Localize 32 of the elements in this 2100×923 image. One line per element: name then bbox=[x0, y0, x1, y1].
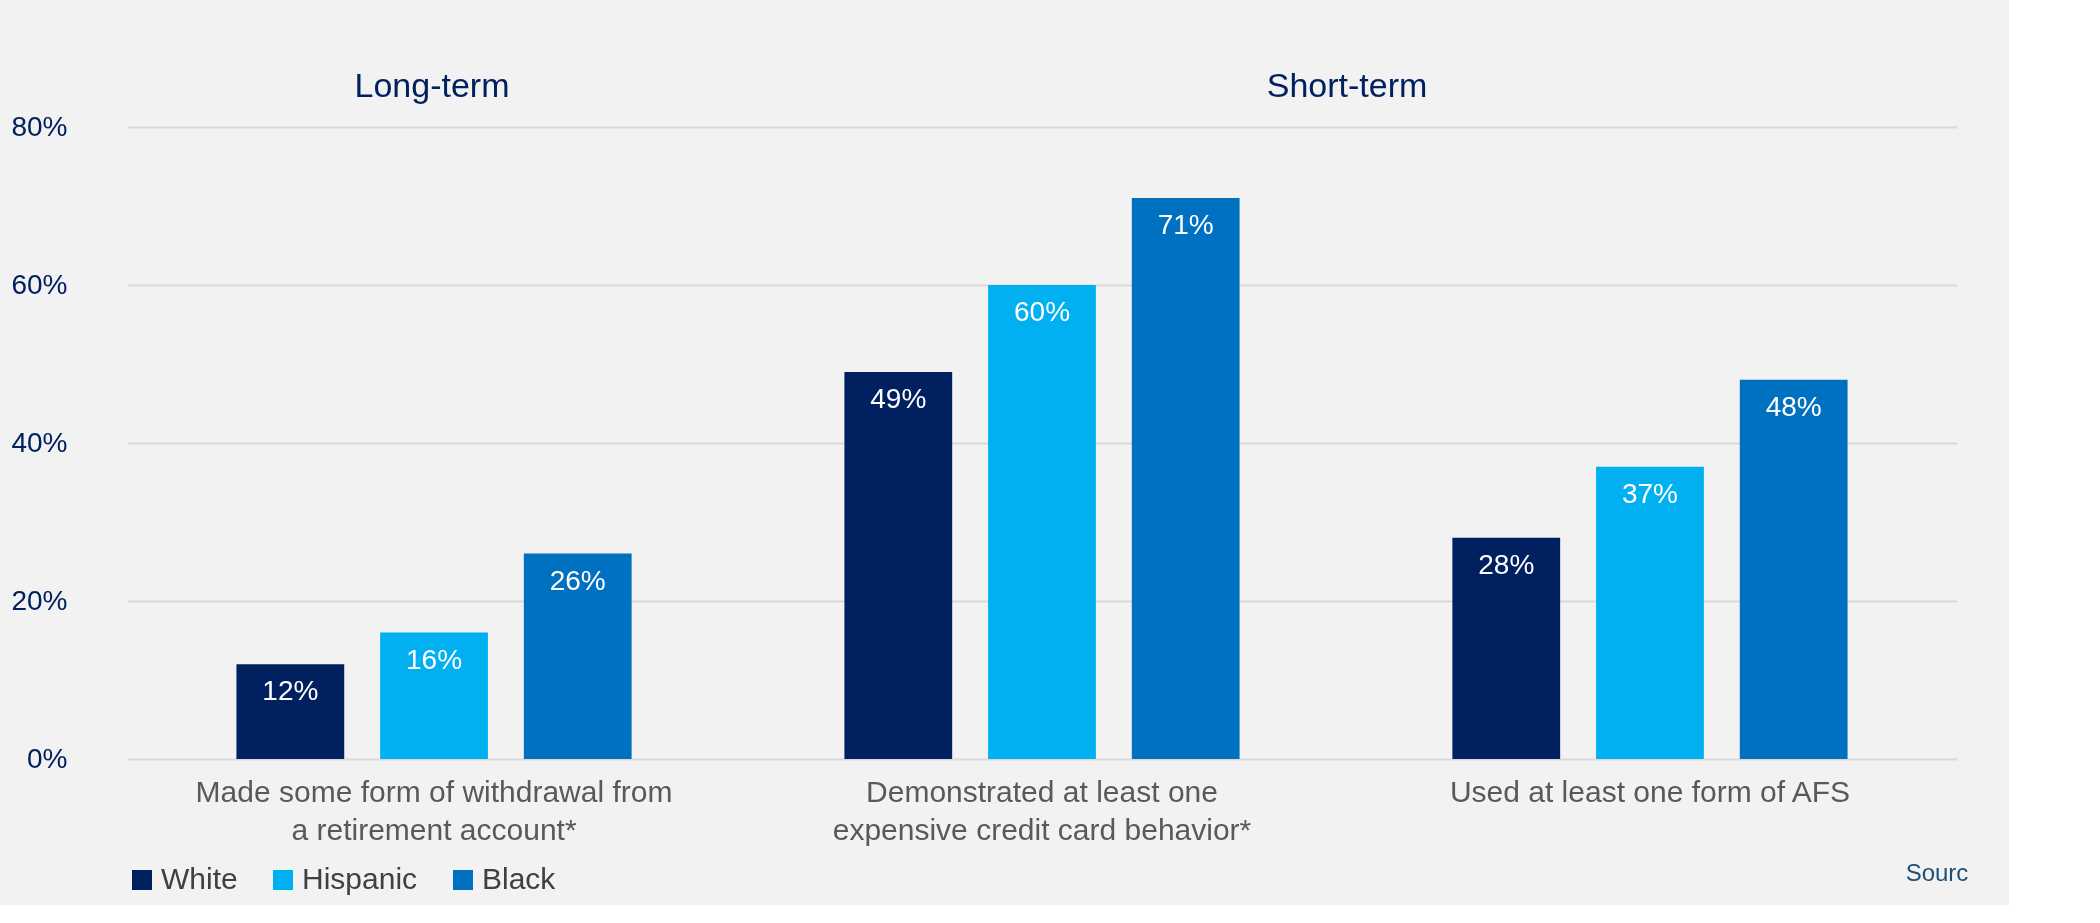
y-tick-label: 60% bbox=[11, 268, 68, 300]
y-tick-label: 40% bbox=[11, 426, 68, 458]
legend-label: Black bbox=[482, 862, 557, 895]
y-tick-label: 20% bbox=[11, 584, 68, 616]
legend-label: White bbox=[161, 862, 238, 895]
data-label: 60% bbox=[1013, 296, 1071, 327]
bar bbox=[523, 553, 632, 759]
data-label: 37% bbox=[1621, 477, 1678, 509]
data-label: 49% bbox=[870, 382, 927, 414]
bar bbox=[380, 632, 488, 759]
bar bbox=[988, 285, 1096, 759]
y-tick-label: 0% bbox=[27, 742, 68, 774]
data-label: 26% bbox=[549, 564, 606, 596]
legend-label: Hispanic bbox=[302, 862, 418, 895]
bar bbox=[1131, 198, 1240, 759]
text: Long-term bbox=[354, 66, 510, 104]
text: Sourc bbox=[1905, 859, 1969, 886]
data-label: 16% bbox=[406, 643, 463, 675]
y-tick-label: 80% bbox=[11, 110, 68, 142]
bar bbox=[1739, 379, 1848, 759]
data-label: 71% bbox=[1157, 209, 1214, 241]
bar bbox=[236, 664, 345, 759]
bar bbox=[1596, 466, 1704, 759]
bar bbox=[844, 371, 953, 759]
text: Short-term bbox=[1266, 66, 1428, 104]
x-tick-label: Made some form of withdrawal from a retirement account* bbox=[195, 774, 673, 846]
data-label: 48% bbox=[1765, 390, 1822, 422]
data-label: 28% bbox=[1478, 548, 1535, 580]
x-tick-label: Demonstrated at least one expensive credit card behavior* bbox=[832, 774, 1252, 846]
bar bbox=[1452, 537, 1561, 759]
x-tick-label: Used at least one form of AFS bbox=[1449, 774, 1851, 808]
data-label: 12% bbox=[262, 675, 319, 707]
